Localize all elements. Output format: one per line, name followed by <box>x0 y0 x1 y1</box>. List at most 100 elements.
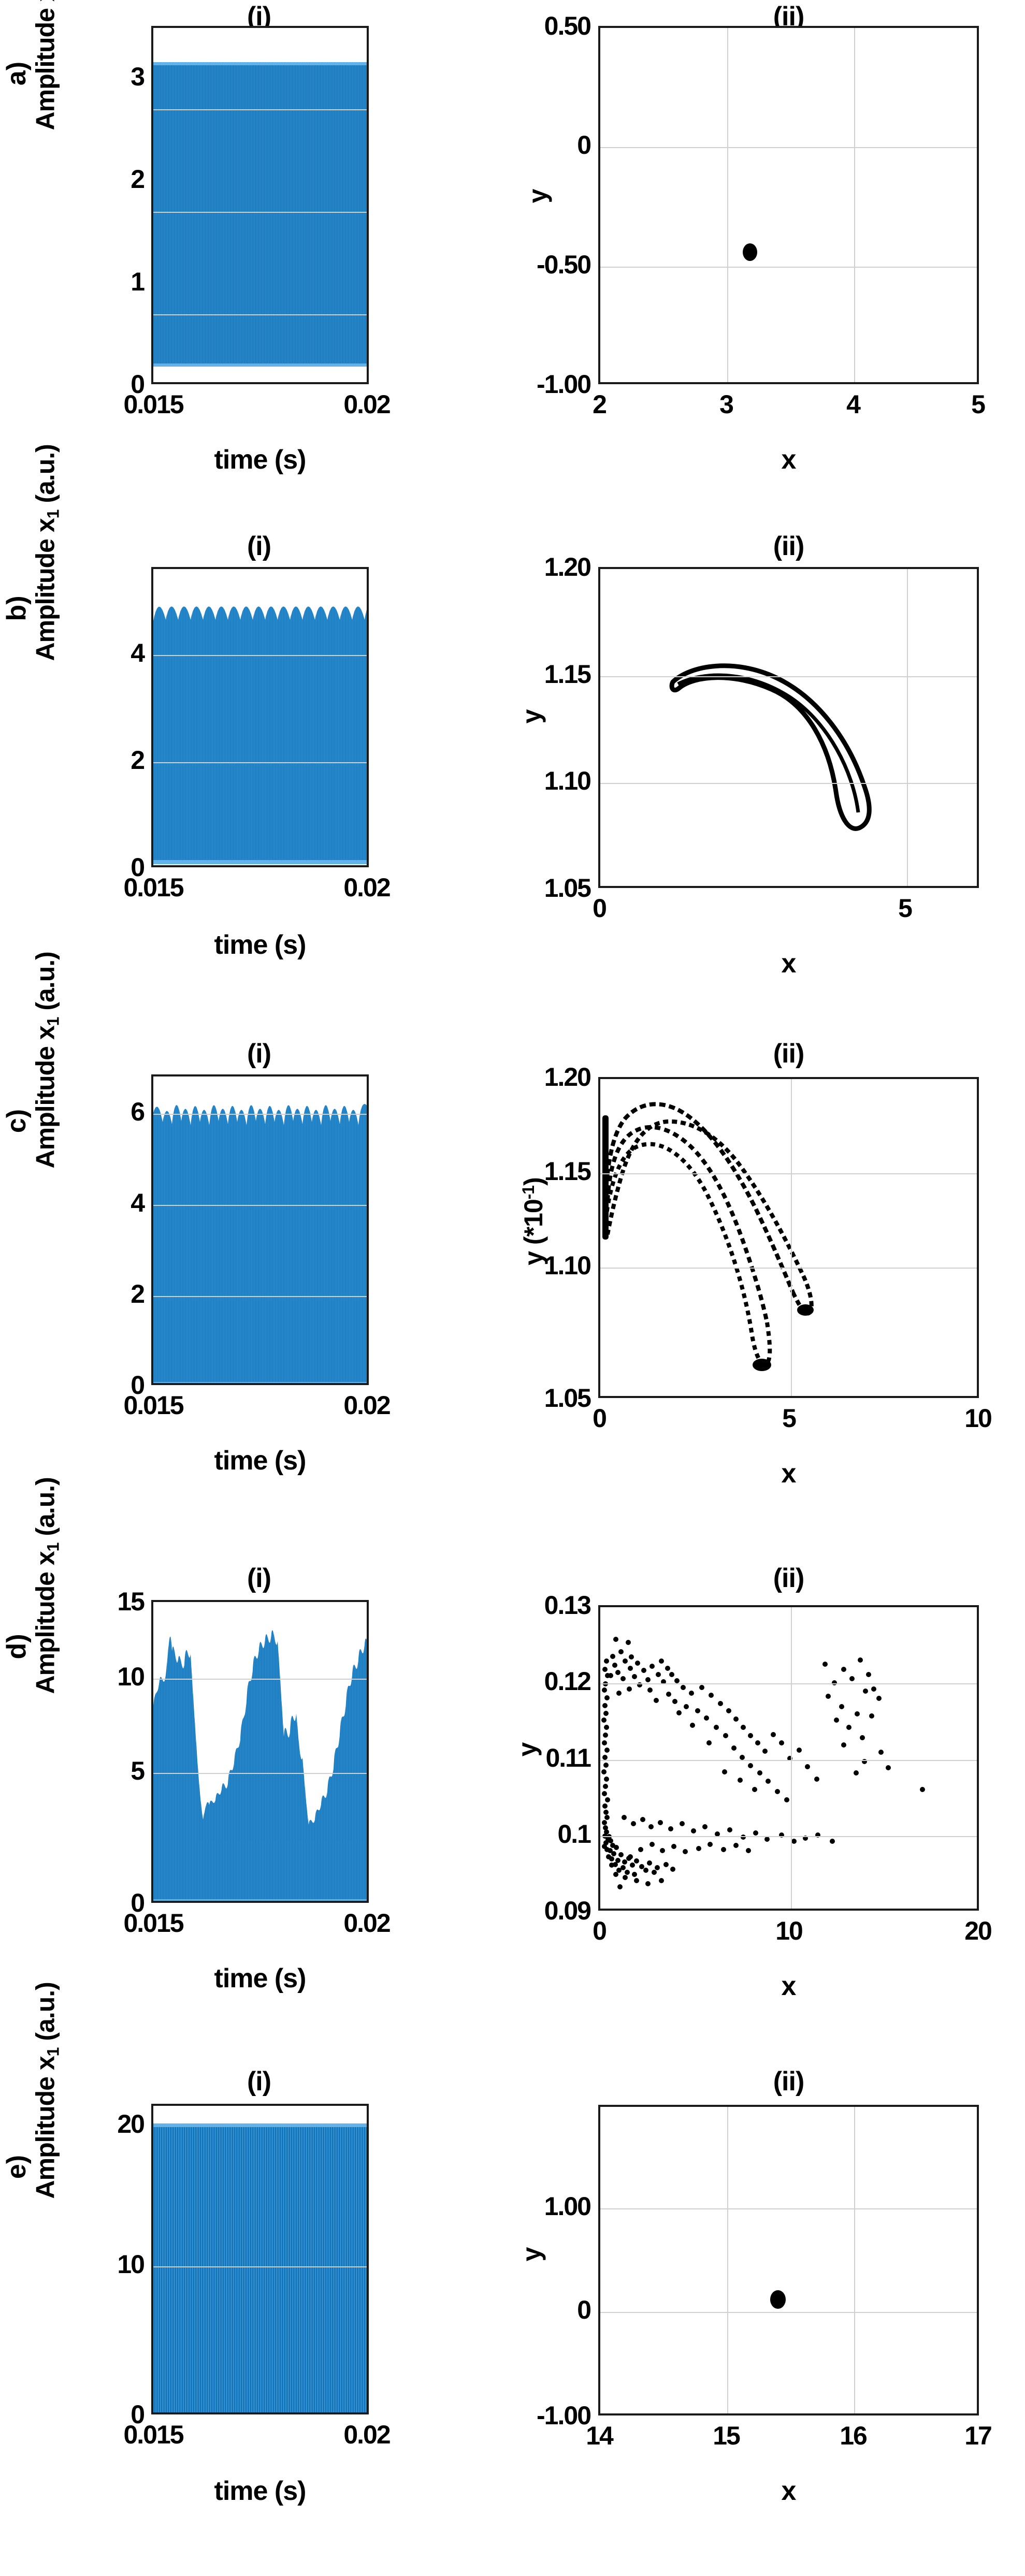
series-c-i <box>153 1104 367 1383</box>
ytick-d-i-3: 15 <box>117 1587 145 1616</box>
series-c-ii <box>602 1102 814 1371</box>
figure-row-a: (i) (ii) a) Amplitude x1 (a.u.) 0 1 2 3 … <box>0 0 1025 515</box>
xlabel-d-ii: x <box>781 1971 797 2001</box>
series-a-ii <box>743 243 757 261</box>
xlabel-c-i: time (s) <box>214 1446 307 1476</box>
panel-title-b-i: (i) <box>247 531 271 561</box>
series-b-ii <box>669 663 872 831</box>
ylabel-d-i: Amplitude x1 (a.u.) <box>31 1477 63 1694</box>
plot-c-i[interactable] <box>151 1074 369 1385</box>
xtick-c-ii-0: 0 <box>593 1404 607 1433</box>
xtick-e-i-0: 0.015 <box>123 2420 184 2449</box>
figure-row-e-body: (i) (ii) e) Amplitude x1 (a.u.) 0 10 20 … <box>0 1982 1025 2576</box>
ylabel-c-i: Amplitude x1 (a.u.) <box>31 952 63 1169</box>
ytick-b-i-0: 0 <box>131 853 145 882</box>
ylabel-e-ii: y <box>517 2247 546 2262</box>
series-b-i <box>153 605 367 864</box>
xtick-c-i-0: 0.015 <box>123 1391 184 1420</box>
xtick-a-ii-1: 3 <box>719 390 734 419</box>
panel-title-d-i: (i) <box>247 1563 271 1593</box>
ytick-c-i-2: 4 <box>131 1188 145 1217</box>
figure-row-c-body: (i) (ii) c) Amplitude x1 (a.u.) <box>0 952 1025 1546</box>
series-a-i <box>153 62 367 367</box>
panel-title-d-ii: (ii) <box>773 1563 805 1593</box>
plot-c-ii[interactable] <box>598 1077 979 1398</box>
figure-row-b-body: (i) (ii) b) Amplitude x1 (a.u.) <box>0 444 1025 1033</box>
plot-d-ii[interactable] <box>598 1605 979 1911</box>
xlabel-a-ii: x <box>781 445 797 475</box>
ytick-a-ii-2: 0 <box>577 130 591 159</box>
ytick-c-ii-0: 1.05 <box>544 1384 591 1413</box>
xtick-b-i-0: 0.015 <box>123 873 184 902</box>
ytick-c-i-0: 0 <box>131 1371 145 1400</box>
ytick-d-i-2: 10 <box>117 1662 145 1691</box>
row-label-b: b) <box>2 595 32 621</box>
series-e-ii <box>770 2290 786 2309</box>
xlabel-d-i: time (s) <box>214 1963 307 1993</box>
xtick-c-ii-1: 5 <box>782 1404 797 1433</box>
xtick-e-ii-2: 16 <box>840 2421 868 2450</box>
ytick-a-i-1: 1 <box>131 267 145 296</box>
ylabel-b-i: Amplitude x1 (a.u.) <box>31 444 63 661</box>
xtick-e-ii-0: 14 <box>586 2421 614 2450</box>
ytick-e-i-1: 10 <box>117 2250 145 2279</box>
xtick-a-ii-2: 4 <box>846 390 861 419</box>
ytick-a-ii-0: -1.00 <box>537 370 591 399</box>
ytick-b-ii-1: 1.10 <box>544 766 591 795</box>
ytick-a-i-2: 2 <box>131 165 145 194</box>
figure-row-d-body: (i) (ii) d) Amplitude x1 (a.u.) <box>0 1477 1025 2056</box>
xtick-c-ii-2: 10 <box>964 1404 992 1433</box>
ytick-c-ii-1: 1.10 <box>544 1251 591 1280</box>
xtick-a-i-1: 0.02 <box>343 390 391 419</box>
ytick-b-ii-3: 1.20 <box>544 552 591 581</box>
xtick-a-i-0: 0.015 <box>123 390 184 419</box>
xtick-e-ii-3: 17 <box>964 2421 992 2450</box>
row-label-e: e) <box>2 2155 32 2179</box>
ylabel-b-ii: y <box>517 709 546 724</box>
ytick-c-i-1: 2 <box>131 1279 145 1308</box>
ytick-e-ii-0: -1.00 <box>537 2401 591 2430</box>
plot-e-i[interactable] <box>151 2104 369 2414</box>
ytick-d-ii-0: 0.09 <box>544 1896 591 1925</box>
ytick-e-i-2: 20 <box>117 2109 145 2138</box>
xtick-b-i-1: 0.02 <box>343 873 391 902</box>
ytick-e-ii-1: 0 <box>577 2295 591 2324</box>
ytick-a-i-3: 3 <box>131 62 145 91</box>
plot-d-i[interactable] <box>151 1600 369 1903</box>
xtick-d-i-1: 0.02 <box>343 1909 391 1938</box>
xlabel-e-i: time (s) <box>214 2476 307 2506</box>
panel-title-c-ii: (ii) <box>773 1039 805 1069</box>
ylabel-a-i-text: Amplitude x1 (a.u.) <box>31 0 60 130</box>
ytick-c-i-3: 6 <box>131 1097 145 1126</box>
panel-title-e-i: (i) <box>247 2066 271 2097</box>
ytick-b-ii-0: 1.05 <box>544 874 591 903</box>
xtick-b-ii-0: 0 <box>593 894 607 923</box>
ytick-d-i-1: 5 <box>131 1756 145 1785</box>
xtick-e-i-1: 0.02 <box>343 2420 391 2449</box>
series-e-i <box>153 2123 367 2412</box>
panel-title-b-ii: (ii) <box>773 531 805 561</box>
xlabel-e-ii: x <box>781 2476 797 2506</box>
ytick-e-i-0: 0 <box>131 2400 145 2429</box>
panel-title-e-ii: (ii) <box>773 2066 805 2097</box>
ytick-c-ii-2: 1.15 <box>544 1157 591 1186</box>
row-label-c: c) <box>2 1109 32 1133</box>
ytick-d-ii-1: 0.1 <box>557 1820 591 1849</box>
xlabel-b-i: time (s) <box>214 930 307 960</box>
ytick-a-ii-3: 0.50 <box>544 11 591 40</box>
ytick-b-ii-2: 1.15 <box>544 660 591 689</box>
xtick-d-ii-0: 0 <box>593 1916 607 1945</box>
plot-a-i[interactable] <box>151 26 369 384</box>
panel-title-c-i: (i) <box>247 1039 271 1069</box>
xtick-a-ii-3: 5 <box>971 390 986 419</box>
row-label-d: d) <box>2 1634 32 1660</box>
plot-b-ii[interactable] <box>598 567 979 888</box>
xlabel-a-i: time (s) <box>214 445 307 475</box>
xlabel-b-ii: x <box>781 949 797 979</box>
xtick-a-ii-0: 2 <box>593 390 607 419</box>
plot-b-i[interactable] <box>151 567 369 867</box>
xtick-d-ii-1: 10 <box>775 1916 803 1945</box>
plot-a-ii[interactable] <box>598 26 979 384</box>
plot-e-ii[interactable] <box>598 2105 979 2415</box>
